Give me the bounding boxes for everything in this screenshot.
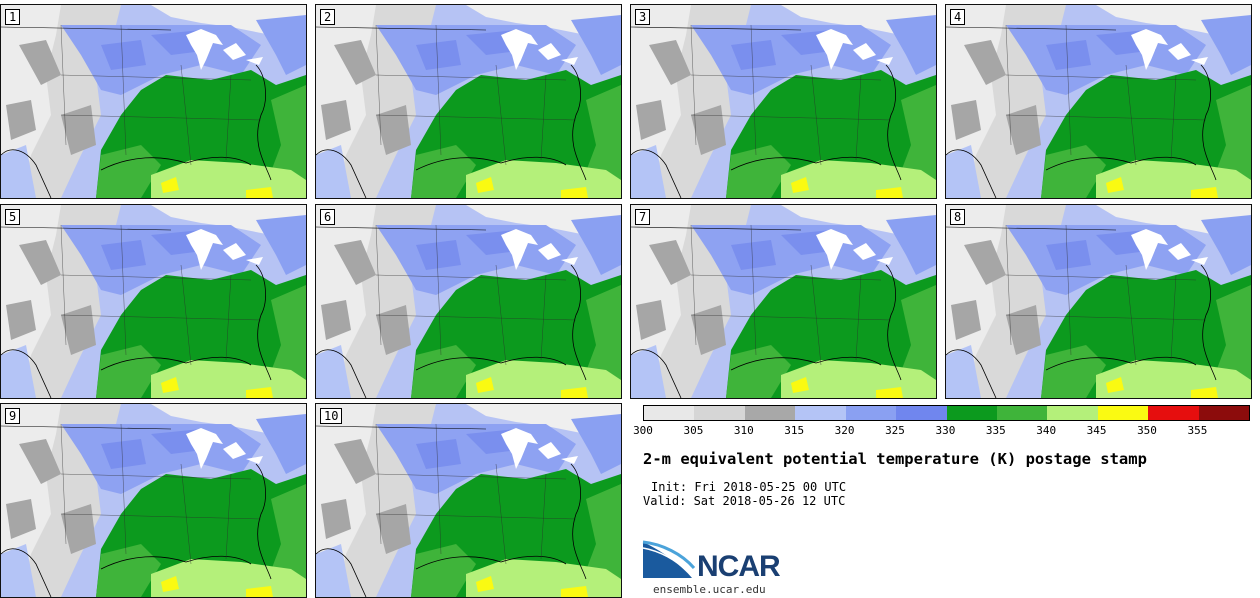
- colorbar-segment: [946, 406, 998, 420]
- colorbar-tick-label: 355: [1187, 424, 1208, 437]
- colorbar-segment: [1148, 406, 1200, 420]
- member-label: 6: [320, 209, 336, 225]
- map-panel: 2: [315, 4, 622, 199]
- colorbar-segment: [795, 406, 847, 420]
- member-label: 5: [5, 209, 21, 225]
- colorbar-segment: [1198, 406, 1250, 420]
- colorbar-segment: [644, 406, 695, 420]
- map-panel: 3: [630, 4, 937, 199]
- colorbar-segment: [744, 406, 796, 420]
- site-url: ensemble.ucar.edu: [653, 583, 766, 596]
- map-panel: 10: [315, 403, 622, 598]
- map-panel: 5: [0, 204, 307, 399]
- colorbar-tick-label: 320: [834, 424, 855, 437]
- member-label: 8: [950, 209, 966, 225]
- figure-title: 2-m equivalent potential temperature (K)…: [643, 450, 1147, 468]
- colorbar-segment: [996, 406, 1048, 420]
- init-time: Init: Fri 2018-05-25 00 UTC: [651, 480, 847, 494]
- member-label: 3: [635, 9, 651, 25]
- ncar-logo-icon: [642, 540, 696, 578]
- colorbar-tick-label: 310: [733, 424, 754, 437]
- member-label: 1: [5, 9, 21, 25]
- colorbar-tick-label: 300: [633, 424, 653, 437]
- member-label: 9: [5, 408, 21, 424]
- valid-time: Valid: Sat 2018-05-26 12 UTC: [643, 494, 846, 508]
- map-panel: 1: [0, 4, 307, 199]
- colorbar-segment: [694, 406, 746, 420]
- colorbar: [643, 405, 1250, 421]
- member-label: 7: [635, 209, 651, 225]
- colorbar-segment: [845, 406, 897, 420]
- map-panel: 9: [0, 403, 307, 598]
- map-panel: 7: [630, 204, 937, 399]
- colorbar-segment: [1047, 406, 1099, 420]
- colorbar-tick-label: 330: [935, 424, 956, 437]
- map-panel: 8: [945, 204, 1252, 399]
- colorbar-tick-label: 345: [1086, 424, 1107, 437]
- member-label: 4: [950, 9, 966, 25]
- member-label: 10: [320, 408, 343, 424]
- map-panel: 6: [315, 204, 622, 399]
- colorbar-tick-label: 305: [683, 424, 704, 437]
- colorbar-segment: [896, 406, 947, 420]
- map-panel: 4: [945, 4, 1252, 199]
- colorbar-tick-label: 315: [784, 424, 805, 437]
- ncar-logo-text: NCAR: [697, 550, 781, 583]
- colorbar-tick-label: 350: [1137, 424, 1157, 437]
- colorbar-tick-label: 340: [1036, 424, 1057, 437]
- colorbar-segment: [1097, 406, 1149, 420]
- member-label: 2: [320, 9, 336, 25]
- colorbar-tick-label: 335: [985, 424, 1006, 437]
- colorbar-tick-label: 325: [885, 424, 905, 437]
